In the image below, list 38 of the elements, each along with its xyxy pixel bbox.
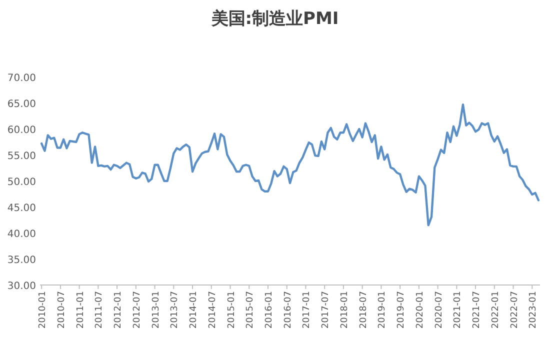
x-tick-label: 2019-07	[396, 291, 407, 329]
x-tick-label: 2018-07	[358, 291, 369, 329]
y-tick-label: 45.00	[7, 203, 36, 214]
x-tick-label: 2013-01	[151, 291, 162, 329]
x-tick-label: 2016-07	[283, 291, 294, 329]
x-tick-label: 2011-01	[76, 291, 86, 329]
y-tick-label: 40.00	[7, 229, 36, 240]
chart-title: 美国:制造业PMI	[210, 9, 339, 29]
x-tick-label: 2021-07	[472, 291, 482, 329]
y-tick-label: 35.00	[7, 255, 36, 266]
x-tick-label: 2013-07	[170, 291, 180, 329]
x-tick-label: 2012-07	[132, 291, 142, 329]
x-tick-label: 2017-07	[321, 291, 332, 329]
y-tick-label: 65.00	[7, 99, 36, 110]
y-tick-label: 55.00	[7, 151, 36, 162]
x-tick-label: 2022-01	[490, 291, 501, 329]
x-tick-label: 2010-07	[56, 291, 67, 329]
x-tick-label: 2020-01	[415, 291, 426, 329]
y-tick-label: 60.00	[7, 125, 36, 136]
x-tick-label: 2012-01	[114, 291, 124, 329]
y-tick-label: 70.00	[7, 73, 36, 84]
x-tick-label: 2020-07	[434, 291, 444, 329]
y-tick-label: 50.00	[7, 177, 36, 188]
x-tick-label: 2018-01	[340, 291, 350, 329]
x-tick-label: 2021-01	[453, 291, 464, 329]
x-tick-label: 2011-07	[94, 291, 105, 329]
x-tick-label: 2019-01	[378, 291, 388, 329]
x-tick-label: 2023-01	[528, 291, 539, 329]
x-tick-label: 2015-07	[246, 291, 256, 329]
x-tick-label: 2016-01	[264, 291, 274, 329]
x-tick-label: 2014-01	[189, 291, 200, 329]
x-tick-label: 2015-01	[226, 291, 237, 329]
x-tick-label: 2022-07	[510, 291, 520, 329]
x-tick-label: 2010-01	[38, 291, 48, 329]
x-tick-label: 2014-07	[208, 291, 218, 329]
x-tick-label: 2017-01	[302, 291, 312, 329]
y-tick-label: 30.00	[7, 281, 36, 292]
line-series	[40, 103, 540, 226]
